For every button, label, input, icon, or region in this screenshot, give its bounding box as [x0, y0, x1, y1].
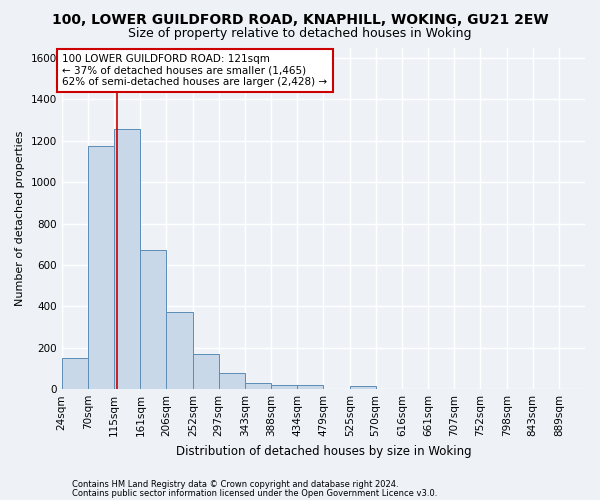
X-axis label: Distribution of detached houses by size in Woking: Distribution of detached houses by size …: [176, 444, 471, 458]
Bar: [166, 312, 193, 389]
Bar: [114, 130, 140, 389]
Bar: [245, 383, 271, 389]
Y-axis label: Number of detached properties: Number of detached properties: [15, 130, 25, 306]
Bar: [62, 358, 88, 389]
Bar: [298, 385, 323, 389]
Text: Contains public sector information licensed under the Open Government Licence v3: Contains public sector information licen…: [72, 488, 437, 498]
Bar: [88, 146, 114, 389]
Bar: [271, 385, 298, 389]
Text: 100 LOWER GUILDFORD ROAD: 121sqm
← 37% of detached houses are smaller (1,465)
62: 100 LOWER GUILDFORD ROAD: 121sqm ← 37% o…: [62, 54, 328, 87]
Bar: [218, 372, 245, 389]
Bar: [140, 250, 166, 389]
Text: 100, LOWER GUILDFORD ROAD, KNAPHILL, WOKING, GU21 2EW: 100, LOWER GUILDFORD ROAD, KNAPHILL, WOK…: [52, 12, 548, 26]
Text: Size of property relative to detached houses in Woking: Size of property relative to detached ho…: [128, 28, 472, 40]
Bar: [193, 354, 218, 389]
Bar: [350, 386, 376, 389]
Text: Contains HM Land Registry data © Crown copyright and database right 2024.: Contains HM Land Registry data © Crown c…: [72, 480, 398, 489]
